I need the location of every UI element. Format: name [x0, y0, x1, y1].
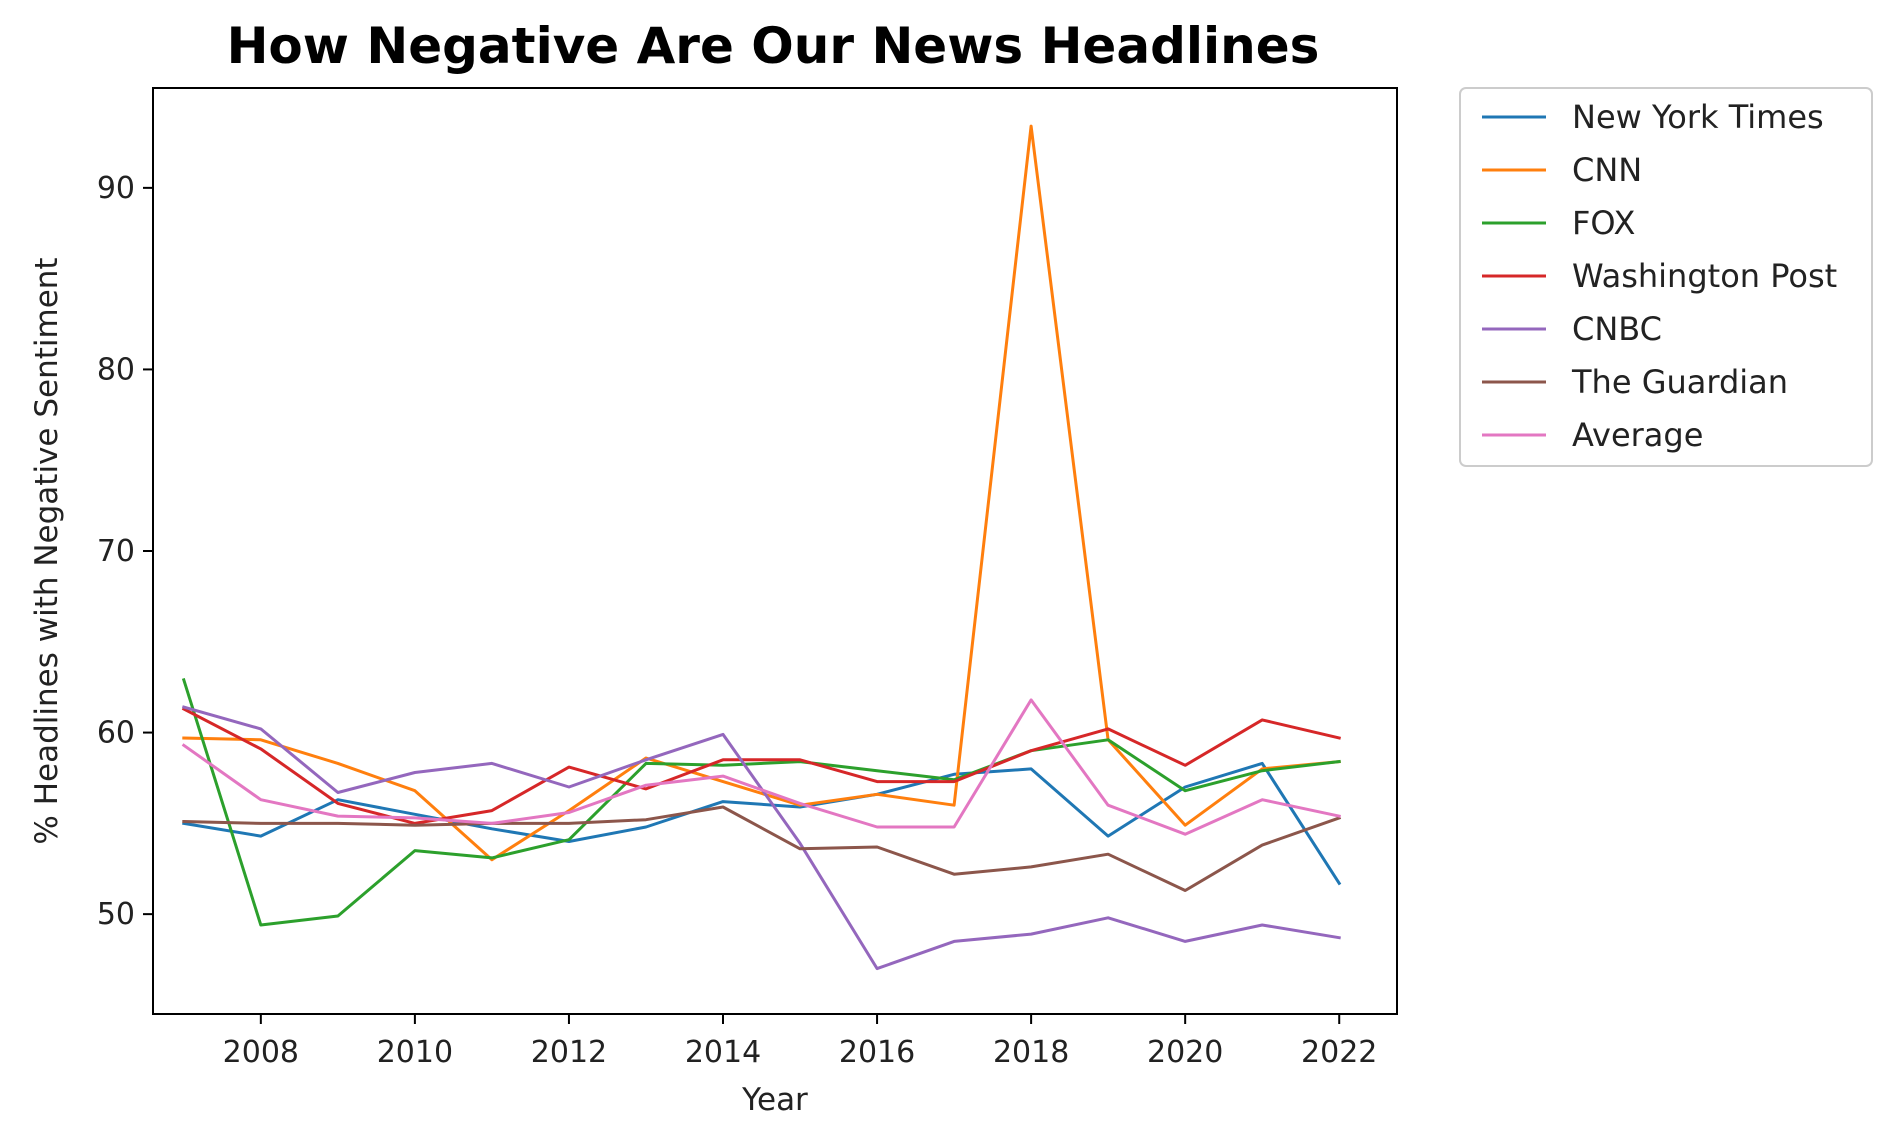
plot-lines: [181, 124, 1342, 971]
legend-entry-label: Average: [1572, 416, 1703, 454]
y-axis-ticks: 50 60 70 80 90: [97, 171, 153, 932]
x-tick-label: 2020: [1147, 1035, 1223, 1070]
x-tick-label: 2010: [377, 1035, 453, 1070]
y-tick-label: 50: [97, 897, 135, 932]
series-line-cnn: [182, 124, 1341, 862]
legend-entry-label: New York Times: [1572, 98, 1824, 136]
series-line-washington-post: [181, 706, 1342, 825]
y-tick-label: 80: [97, 352, 135, 387]
x-axis-ticks: 2008 2010 2012 2014 2016 2018 2020 2022: [223, 1014, 1377, 1070]
legend-entry-label: FOX: [1572, 204, 1635, 242]
x-tick-label: 2012: [531, 1035, 607, 1070]
x-tick-label: 2016: [839, 1035, 915, 1070]
y-tick-label: 90: [97, 171, 135, 206]
y-tick-label: 70: [97, 534, 135, 569]
legend-entry-label: The Guardian: [1571, 363, 1788, 401]
legend-entry-label: CNN: [1572, 151, 1642, 189]
y-tick-label: 60: [97, 716, 135, 751]
x-tick-label: 2014: [685, 1035, 761, 1070]
series-line-new-york-times: [182, 761, 1342, 886]
y-axis-label: % Headlines with Negative Sentiment: [29, 257, 65, 844]
series-line-average: [181, 698, 1341, 836]
x-tick-label: 2018: [993, 1035, 1069, 1070]
legend-entry-label: Washington Post: [1572, 257, 1837, 295]
series-line-fox: [181, 678, 1341, 927]
legend: New York Times CNN FOX Washington Post CNBC T…: [1459, 87, 1873, 467]
x-tick-label: 2022: [1301, 1035, 1377, 1070]
series-line-the-guardian: [182, 805, 1342, 892]
x-tick-label: 2008: [223, 1035, 299, 1070]
chart-title: How Negative Are Our News Headlines: [227, 17, 1320, 75]
legend-entry-label: CNBC: [1572, 310, 1662, 348]
legend-frame: [1459, 87, 1873, 467]
x-axis-label: Year: [741, 1082, 808, 1118]
